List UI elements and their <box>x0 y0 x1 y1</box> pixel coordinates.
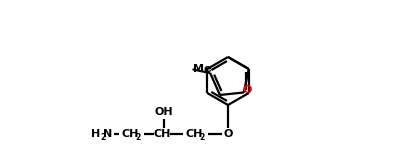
Text: CH: CH <box>185 129 203 139</box>
Text: O: O <box>223 129 233 139</box>
Text: 2: 2 <box>136 133 141 141</box>
Text: Me: Me <box>193 64 212 74</box>
Text: CH: CH <box>121 129 139 139</box>
Text: 2: 2 <box>100 133 105 141</box>
Text: N: N <box>103 129 113 139</box>
Text: 2: 2 <box>200 133 205 141</box>
Text: CH: CH <box>153 129 171 139</box>
Text: H: H <box>91 129 101 139</box>
Text: O: O <box>242 85 252 96</box>
Text: OH: OH <box>155 107 173 117</box>
